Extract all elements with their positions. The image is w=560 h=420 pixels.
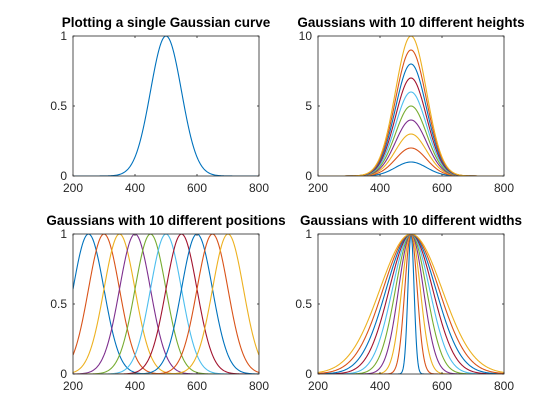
subplot-title: Gaussians with 10 different positions bbox=[46, 213, 285, 228]
x-tick-label: 200 bbox=[63, 379, 83, 393]
x-tick-label: 800 bbox=[249, 379, 269, 393]
axes-box bbox=[72, 35, 260, 177]
series-line-1 bbox=[318, 161, 504, 176]
series-group bbox=[318, 234, 504, 374]
x-tick-label: 400 bbox=[370, 379, 390, 393]
series-line-8 bbox=[318, 234, 504, 374]
x-tick-label: 800 bbox=[494, 379, 514, 393]
series-line-1 bbox=[318, 234, 504, 374]
series-line-7 bbox=[318, 77, 504, 176]
y-tick-label: 0 bbox=[305, 169, 312, 183]
series-line-3 bbox=[318, 234, 504, 374]
series-line-9 bbox=[73, 234, 259, 374]
series-line-6 bbox=[318, 234, 504, 374]
x-tick-label: 600 bbox=[187, 379, 207, 393]
series-line-9 bbox=[318, 49, 504, 176]
y-tick-label: 0.5 bbox=[295, 297, 312, 311]
series-line-10 bbox=[318, 234, 504, 373]
x-tick-label: 800 bbox=[494, 181, 514, 195]
series-line-7 bbox=[73, 234, 259, 374]
axes-box bbox=[317, 233, 505, 375]
y-tick-label: 0 bbox=[60, 169, 67, 183]
y-tick-label: 1 bbox=[60, 227, 67, 241]
series-line-7 bbox=[318, 234, 504, 374]
subplot-title: Gaussians with 10 different heights bbox=[297, 15, 524, 30]
y-tick-label: 5 bbox=[305, 99, 312, 113]
subplot-title: Gaussians with 10 different widths bbox=[300, 213, 522, 228]
series-line-9 bbox=[318, 234, 504, 374]
y-tick-label: 1 bbox=[60, 29, 67, 43]
x-tick-label: 600 bbox=[432, 181, 452, 195]
series-group bbox=[73, 36, 259, 176]
y-tick-label: 0.5 bbox=[50, 99, 67, 113]
x-tick-label: 200 bbox=[308, 379, 328, 393]
x-tick-label: 600 bbox=[432, 379, 452, 393]
series-line-3 bbox=[318, 133, 504, 176]
series-line-5 bbox=[318, 234, 504, 374]
series-line-2 bbox=[318, 234, 504, 374]
y-tick-label: 0 bbox=[305, 367, 312, 381]
subplot-title: Plotting a single Gaussian curve bbox=[62, 15, 271, 30]
x-tick-label: 200 bbox=[63, 181, 83, 195]
series-line-1 bbox=[73, 36, 259, 176]
y-tick-label: 0.5 bbox=[50, 297, 67, 311]
series-group bbox=[318, 36, 504, 176]
y-tick-label: 1 bbox=[305, 227, 312, 241]
y-tick-label: 0 bbox=[60, 367, 67, 381]
series-line-8 bbox=[73, 234, 259, 374]
x-tick-label: 400 bbox=[125, 379, 145, 393]
series-line-4 bbox=[318, 234, 504, 374]
x-tick-label: 400 bbox=[125, 181, 145, 195]
series-line-5 bbox=[318, 105, 504, 176]
y-tick-label: 10 bbox=[299, 29, 313, 43]
x-tick-label: 800 bbox=[249, 181, 269, 195]
x-tick-label: 400 bbox=[370, 181, 390, 195]
x-tick-label: 200 bbox=[308, 181, 328, 195]
x-tick-label: 600 bbox=[187, 181, 207, 195]
series-group bbox=[73, 234, 259, 374]
